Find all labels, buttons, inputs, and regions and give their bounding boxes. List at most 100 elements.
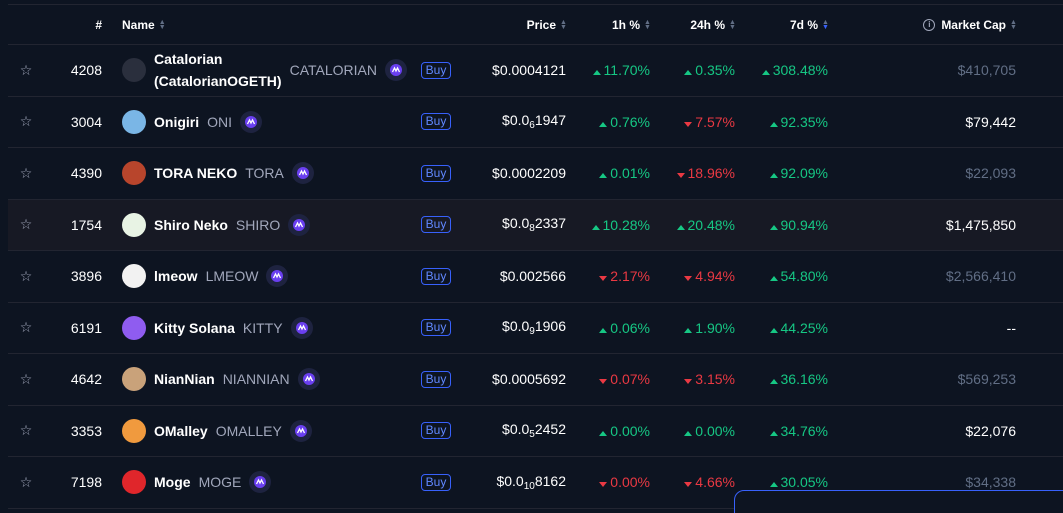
crypto-table: # Name ▲ ▼ Price ▲ ▼ 1h % ▲ ▼ 24h % ▲ ▼ 7d %… [8, 4, 1063, 509]
coin-symbol: ONI [207, 113, 233, 130]
favorite-star-icon[interactable]: ☆ [19, 267, 33, 284]
buy-button[interactable]: Buy [420, 216, 452, 234]
favorite-star-icon[interactable]: ☆ [19, 164, 33, 181]
buy-button[interactable]: Buy [420, 319, 452, 337]
table-row[interactable]: ☆ 6191 Kitty Solana KITTY Buy $0.091906 0.06% 1… [8, 303, 1063, 354]
buy-button[interactable]: Buy [420, 113, 452, 131]
table-row[interactable]: ☆ 7198 Moge MOGE Buy $0.0108162 0.00% 4.66% 30.0… [8, 457, 1063, 509]
header-rank[interactable]: # [95, 17, 102, 32]
rank: 4642 [70, 371, 102, 388]
coin-cell[interactable]: Onigiri ONI [122, 97, 412, 148]
header-market-cap[interactable]: i Market Cap ▲ ▼ [848, 5, 1017, 44]
h1-change: 11.70% [592, 62, 650, 78]
coin-cell[interactable]: OMalley OMALLEY [122, 406, 412, 457]
h1-change: 2.17% [599, 268, 650, 284]
price-value: $0.0108162 [496, 472, 566, 492]
coin-symbol: TORA [245, 165, 284, 182]
d7-change: 308.48% [761, 62, 828, 78]
buy-button[interactable]: Buy [420, 164, 452, 182]
table-row[interactable]: ☆ 3004 Onigiri ONI Buy $0.061947 0.76% 7.57% 92.… [8, 97, 1063, 148]
price-value: $0.082337 [502, 215, 566, 235]
price-value: $0.002566 [499, 268, 566, 285]
caret-up-icon [684, 70, 693, 76]
header-7d[interactable]: 7d % ▲ ▼ [789, 17, 829, 32]
coin-symbol: NIANNIAN [222, 371, 290, 388]
h1-change: 10.28% [591, 217, 650, 233]
table-row[interactable]: ☆ 1754 Shiro Neko SHIRO Buy $0.082337 10.28% 20… [8, 199, 1063, 251]
coin-symbol: CATALORIAN [289, 62, 377, 79]
favorite-star-icon[interactable]: ☆ [19, 422, 33, 439]
caret-down-icon [684, 379, 693, 385]
header-name[interactable]: Name ▲ ▼ [122, 17, 166, 32]
table-row[interactable]: ☆ 4390 TORA NEKO TORA Buy $0.0002209 0.01% 18.9… [8, 148, 1063, 200]
h1-change: 0.01% [599, 165, 650, 181]
chain-logo-icon [290, 316, 313, 339]
favorite-star-icon[interactable]: ☆ [19, 113, 33, 130]
coin-name: Catalorian (CatalorianOGETH) [154, 51, 282, 90]
rank: 7198 [70, 474, 102, 491]
market-cap-value: $2,566,410 [945, 268, 1016, 285]
favorite-star-icon[interactable]: ☆ [19, 61, 33, 78]
buy-button[interactable]: Buy [420, 61, 452, 79]
caret-up-icon [769, 173, 778, 179]
h24-change: 4.66% [684, 474, 735, 490]
header-1h[interactable]: 1h % ▲ ▼ [611, 17, 651, 32]
buy-button[interactable]: Buy [420, 422, 452, 440]
caret-down-icon [599, 482, 608, 488]
h24-change: 18.96% [676, 165, 735, 181]
coin-cell[interactable]: Moge MOGE [122, 457, 412, 508]
market-cap-value: $1,475,850 [945, 216, 1016, 233]
info-icon[interactable]: i [923, 18, 936, 31]
rank: 4208 [70, 62, 102, 79]
buy-button[interactable]: Buy [420, 370, 452, 388]
coin-name: NianNian [154, 371, 215, 388]
coin-symbol: SHIRO [235, 216, 281, 233]
h24-change: 7.57% [684, 114, 735, 130]
caret-down-icon [684, 276, 693, 282]
market-cap-value: $22,076 [965, 422, 1016, 439]
caret-up-icon [769, 121, 778, 127]
table-row[interactable]: ☆ 3353 OMalley OMALLEY Buy $0.052452 0.00% 0.00… [8, 406, 1063, 457]
sort-icon: ▲ ▼ [644, 18, 651, 31]
market-cap-value: $22,093 [965, 165, 1016, 182]
favorite-star-icon[interactable]: ☆ [19, 216, 33, 233]
table-row[interactable]: ☆ 3896 lmeow LMEOW Buy $0.002566 2.17% 4.94% 54.… [8, 251, 1063, 303]
coin-name: Kitty Solana [154, 319, 235, 336]
coin-cell[interactable]: Shiro Neko SHIRO [122, 200, 412, 251]
rank: 4390 [70, 165, 102, 182]
buy-button[interactable]: Buy [420, 267, 452, 285]
coin-cell[interactable]: lmeow LMEOW [122, 251, 412, 302]
favorite-star-icon[interactable]: ☆ [19, 473, 33, 490]
h24-change: 0.35% [684, 62, 735, 78]
header-24h[interactable]: 24h % ▲ ▼ [690, 17, 736, 32]
caret-up-icon [676, 224, 685, 230]
coin-cell[interactable]: Kitty Solana KITTY [122, 303, 412, 354]
coin-name: Shiro Neko [154, 216, 228, 233]
table-row[interactable]: ☆ 4208 Catalorian (CatalorianOGETH) CATALORI… [8, 45, 1063, 97]
d7-change: 44.25% [769, 320, 828, 336]
favorite-star-icon[interactable]: ☆ [19, 319, 33, 336]
sort-icon: ▲ ▼ [729, 18, 736, 31]
h1-change: 0.00% [599, 423, 650, 439]
price-value: $0.0002209 [492, 165, 566, 182]
chain-logo-icon [266, 265, 289, 288]
coin-symbol: LMEOW [205, 268, 259, 285]
caret-up-icon [684, 430, 693, 436]
coin-cell[interactable]: Catalorian (CatalorianOGETH) CATALORIAN [122, 45, 412, 96]
chain-logo-icon [240, 110, 263, 133]
price-value: $0.0004121 [492, 62, 566, 79]
moge-cat-avatar [122, 470, 146, 495]
price-value: $0.0005692 [492, 371, 566, 388]
chain-logo-icon [249, 471, 272, 494]
header-price[interactable]: Price ▲ ▼ [526, 17, 567, 32]
price-value: $0.052452 [502, 421, 566, 441]
buy-button[interactable]: Buy [420, 473, 452, 491]
market-cap-value: $34,338 [965, 474, 1016, 491]
coin-cell[interactable]: TORA NEKO TORA [122, 148, 412, 199]
price-value: $0.061947 [502, 112, 566, 132]
coin-cell[interactable]: NianNian NIANNIAN [122, 354, 412, 405]
table-row[interactable]: ☆ 4642 NianNian NIANNIAN Buy $0.0005692 0.07% 3… [8, 354, 1063, 406]
floating-panel[interactable] [734, 490, 1063, 513]
favorite-star-icon[interactable]: ☆ [19, 370, 33, 387]
h24-change: 3.15% [684, 371, 735, 387]
